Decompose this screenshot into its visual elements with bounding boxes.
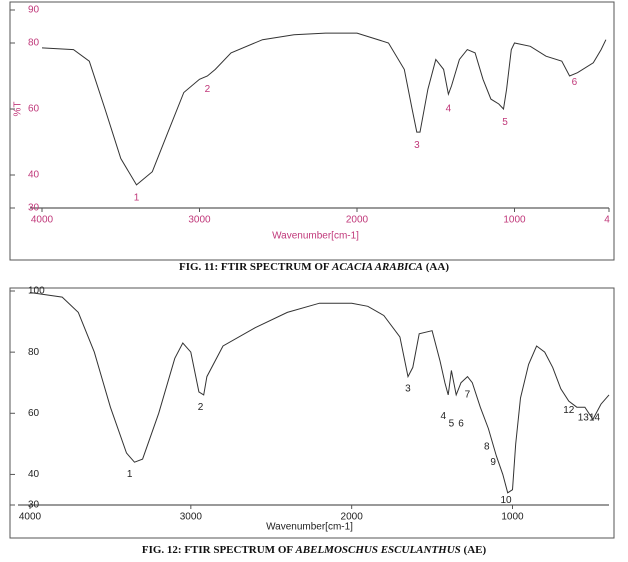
spectrum-line (29, 292, 610, 494)
peak-label: 1 (134, 193, 140, 204)
peak-label: 3 (414, 140, 420, 151)
x-tick-label: 4 (604, 215, 610, 226)
y-axis-label: %T (13, 102, 24, 117)
peak-label: 10 (501, 495, 513, 506)
y-tick-label: 80 (28, 38, 40, 49)
x-tick-label: 1000 (501, 512, 524, 523)
y-tick-label: 100 (28, 286, 45, 297)
caption-part: ABELMOSCHUS ESCULANTHUS (294, 544, 460, 556)
x-tick-label: 2000 (346, 215, 369, 226)
caption-part: (AE) (464, 544, 487, 556)
caption-part: (AA) (426, 261, 450, 273)
y-tick-label: 40 (28, 469, 40, 480)
peak-label: 4 (441, 411, 447, 422)
x-tick-label: 3000 (188, 215, 211, 226)
peak-label: 5 (502, 117, 508, 128)
x-tick-label: 4000 (31, 215, 54, 226)
y-tick-label: 60 (28, 408, 40, 419)
figure-caption: FIG. 11: FTIR SPECTRUM OF ACACIA ARABICA… (179, 261, 449, 273)
peak-label: 1 (127, 469, 133, 480)
peak-label: 8 (484, 442, 490, 453)
peak-label: 12 (563, 405, 575, 416)
y-tick-label: 30 (28, 500, 40, 511)
panel-frame (9, 1, 615, 261)
x-tick-label: 1000 (503, 215, 526, 226)
caption-part: ACACIA ARABICA (331, 261, 423, 273)
peak-label: 7 (465, 390, 471, 401)
x-axis-label: Wavenumber[cm-1] (272, 231, 359, 242)
y-tick-label: 30 (28, 203, 40, 214)
y-tick-label: 80 (28, 347, 40, 358)
figure-caption: FIG. 12: FTIR SPECTRUM OF ABELMOSCHUS ES… (142, 544, 487, 556)
y-tick-label: 90 (28, 5, 40, 16)
panel-frame (9, 287, 615, 539)
peak-label: 13 (578, 413, 590, 424)
peak-label: 6 (458, 419, 464, 430)
peak-label: 2 (198, 402, 204, 413)
peak-label: 5 (449, 419, 455, 430)
y-tick-label: 40 (28, 170, 40, 181)
x-tick-label: 4000 (19, 512, 42, 523)
peak-label: 3 (405, 383, 411, 394)
caption-part: FIG. 11: FTIR SPECTRUM OF (179, 261, 330, 273)
caption-part: FIG. 12: FTIR SPECTRUM OF (142, 544, 294, 556)
x-tick-label: 2000 (341, 512, 364, 523)
peak-label: 6 (572, 77, 578, 88)
x-axis-label: Wavenumber[cm-1] (266, 522, 353, 533)
peak-label: 4 (446, 104, 452, 115)
peak-label: 2 (205, 84, 211, 95)
peak-label: 14 (589, 413, 601, 424)
peak-label: 9 (490, 457, 496, 468)
x-tick-label: 3000 (180, 512, 203, 523)
spectrum-line (41, 32, 607, 186)
y-tick-label: 60 (28, 104, 40, 115)
